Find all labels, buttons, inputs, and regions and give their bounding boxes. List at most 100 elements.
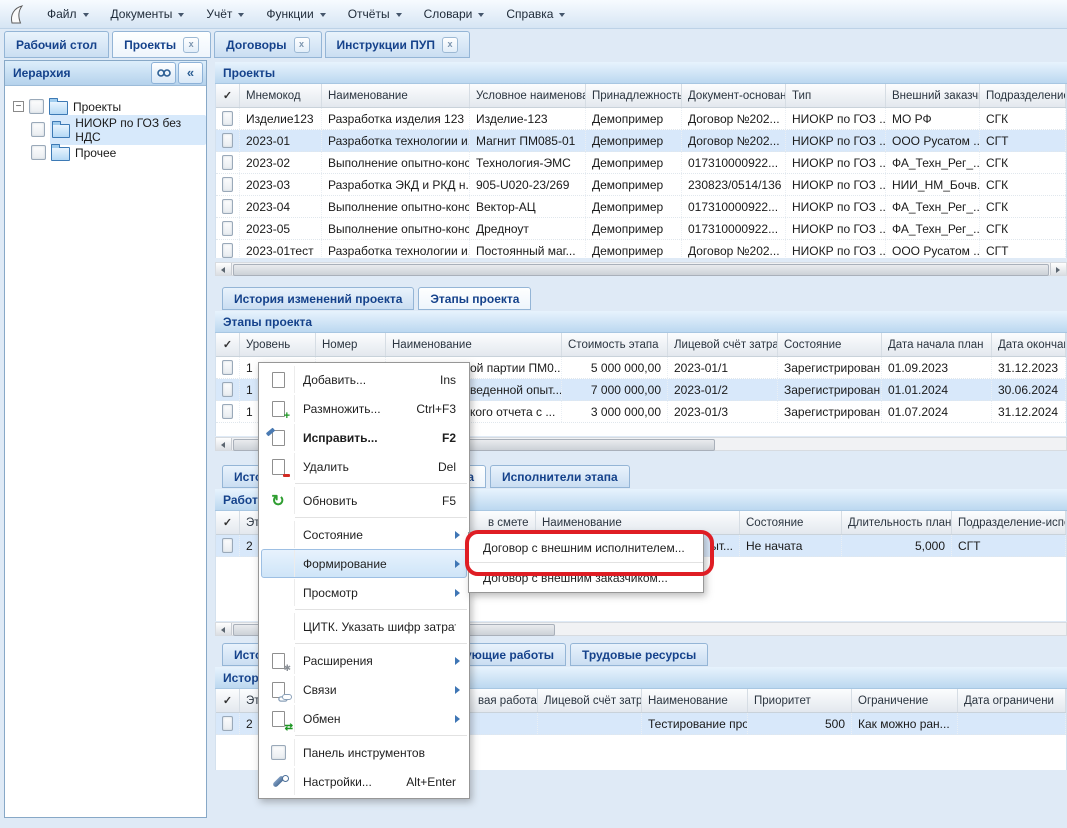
tab-Проекты[interactable]: Проекты x xyxy=(112,31,212,58)
row-checkbox[interactable] xyxy=(222,243,233,258)
tab-Договоры[interactable]: Договоры x xyxy=(214,31,322,58)
menu-item-Состояние[interactable]: Состояние xyxy=(261,520,467,549)
close-icon[interactable]: x xyxy=(293,36,310,53)
scroll-thumb[interactable] xyxy=(233,264,1049,276)
menu-item-Формирование[interactable]: Формирование xyxy=(261,549,467,578)
column-header[interactable]: Принадлежность xyxy=(586,84,682,107)
menubar-item-Учёт[interactable]: Учёт xyxy=(195,4,255,24)
tree-checkbox[interactable] xyxy=(29,99,44,114)
tree-node-other[interactable]: Прочее xyxy=(13,141,206,164)
row-checkbox[interactable] xyxy=(222,360,233,375)
menu-item-Связи[interactable]: Связи xyxy=(261,675,467,704)
find-button[interactable] xyxy=(151,62,176,84)
column-header[interactable]: Лицевой счёт затрат. xyxy=(668,333,778,356)
menu-item-Удалить[interactable]: Удалить Del xyxy=(261,452,467,481)
row-checkbox[interactable] xyxy=(222,199,233,214)
column-header[interactable]: в смете xyxy=(470,511,536,534)
column-header[interactable]: Ограничение xyxy=(852,689,958,712)
scroll-left-icon[interactable] xyxy=(216,263,232,275)
column-header[interactable]: Условное наименова xyxy=(470,84,586,107)
projects-hscrollbar[interactable] xyxy=(215,262,1067,276)
column-header[interactable]: Наименование xyxy=(536,511,740,534)
column-header[interactable]: Лицевой счёт затр xyxy=(538,689,642,712)
collapse-node-icon[interactable]: − xyxy=(13,101,24,112)
column-header[interactable]: Наименование xyxy=(642,689,748,712)
column-header[interactable]: Дата начала план xyxy=(882,333,992,356)
tree-selection[interactable]: НИОКР по ГОЗ без НДС xyxy=(50,114,206,145)
menubar-item-Файл[interactable]: Файл xyxy=(36,4,100,24)
column-header[interactable]: Подразделение-испо xyxy=(952,511,1066,534)
select-all-header[interactable]: ✓ xyxy=(216,333,240,356)
menu-item-Расширения[interactable]: Расширения xyxy=(261,646,467,675)
column-header[interactable]: Внешний заказчик xyxy=(886,84,980,107)
column-header[interactable]: Уровень xyxy=(240,333,316,356)
column-header[interactable]: Стоимость этапа xyxy=(562,333,668,356)
select-all-header[interactable]: ✓ xyxy=(216,689,240,712)
column-header[interactable]: Состояние xyxy=(778,333,882,356)
table-row[interactable]: 2023-01тест Разработка технологии и... Пос… xyxy=(216,240,1066,258)
tree-checkbox[interactable] xyxy=(31,145,46,160)
row-checkbox[interactable] xyxy=(222,111,233,126)
row-checkbox[interactable] xyxy=(222,716,233,731)
column-header[interactable]: Дата окончани xyxy=(992,333,1066,356)
tab-Рабочий стол[interactable]: Рабочий стол xyxy=(4,31,110,58)
tree-checkbox[interactable] xyxy=(31,122,46,137)
tree-node-label[interactable]: Прочее xyxy=(75,145,117,160)
tab-Трудовые ресурсы[interactable]: Трудовые ресурсы xyxy=(570,643,709,666)
column-header[interactable]: Наименование xyxy=(386,333,562,356)
tab-История изменений проекта[interactable]: История изменений проекта xyxy=(222,287,415,310)
row-checkbox[interactable] xyxy=(222,382,233,397)
row-checkbox[interactable] xyxy=(222,133,233,148)
submenu-item-external-customer[interactable]: Договор с внешним заказчиком... xyxy=(469,562,703,592)
tab-Инструкции ПУП[interactable]: Инструкции ПУП x xyxy=(324,31,470,58)
select-all-header[interactable]: ✓ xyxy=(216,84,240,107)
tab-Исполнители этапа[interactable]: Исполнители этапа xyxy=(490,465,630,488)
column-header[interactable]: Документ-основан xyxy=(682,84,786,107)
menu-item-Обмен[interactable]: Обмен xyxy=(261,704,467,733)
row-checkbox[interactable] xyxy=(222,177,233,192)
tree-node-niokr[interactable]: НИОКР по ГОЗ без НДС xyxy=(13,114,206,145)
menu-item-Просмотр[interactable]: Просмотр xyxy=(261,578,467,607)
column-header[interactable]: Подразделение xyxy=(980,84,1066,107)
column-header[interactable]: Приоритет xyxy=(748,689,852,712)
menu-item-Добавить...[interactable]: Добавить... Ins xyxy=(261,365,467,394)
table-row[interactable]: 2023-04 Выполнение опытно-конс... Вектор-А… xyxy=(216,196,1066,218)
tree-node-label[interactable]: Проекты xyxy=(73,99,122,114)
column-header[interactable]: Наименование xyxy=(322,84,470,107)
select-all-header[interactable]: ✓ xyxy=(216,511,240,534)
tab-Этапы проекта[interactable]: Этапы проекта xyxy=(418,287,532,310)
table-row[interactable]: 2023-01 Разработка технологии и... Магнит … xyxy=(216,130,1066,152)
menubar-item-Словари[interactable]: Словари xyxy=(413,4,496,24)
column-header[interactable]: Мнемокод xyxy=(240,84,322,107)
tree-node-label[interactable]: НИОКР по ГОЗ без НДС xyxy=(75,115,182,144)
column-header[interactable]: вая работа xyxy=(470,689,538,712)
close-icon[interactable]: x xyxy=(441,36,458,53)
column-header[interactable]: Состояние xyxy=(740,511,842,534)
table-row[interactable]: 1 кого отчета с ... 3 000 000,00 2023-01/3 З… xyxy=(216,401,1066,423)
menu-item-Настройки...[interactable]: Настройки... Alt+Enter xyxy=(261,767,467,796)
menubar-item-Документы[interactable]: Документы xyxy=(100,4,196,24)
close-icon[interactable]: x xyxy=(183,36,200,53)
scroll-left-icon[interactable] xyxy=(216,438,232,450)
table-row[interactable]: Изделие123 Разработка изделия 123 Изделие-… xyxy=(216,108,1066,130)
collapse-panel-button[interactable]: « xyxy=(178,62,203,84)
row-checkbox[interactable] xyxy=(222,221,233,236)
menu-item-Размножить...[interactable]: Размножить... Ctrl+F3 xyxy=(261,394,467,423)
tree-node-projects[interactable]: − Проекты xyxy=(13,95,206,118)
row-checkbox[interactable] xyxy=(222,538,233,553)
menu-item-ЦИТК. Указать шифр затрат...[interactable]: ЦИТК. Указать шифр затрат... xyxy=(261,612,467,641)
column-header[interactable]: Длительность план ▼ xyxy=(842,511,952,534)
row-checkbox[interactable] xyxy=(222,155,233,170)
column-header[interactable]: Дата ограничени xyxy=(958,689,1066,712)
table-row[interactable]: 2023-05 Выполнение опытно-конс... Дредноут… xyxy=(216,218,1066,240)
column-header[interactable]: Номер xyxy=(316,333,386,356)
menubar-item-Справка[interactable]: Справка xyxy=(495,4,576,24)
submenu-item-external-executor[interactable]: Договор с внешним исполнителем... xyxy=(483,540,685,555)
menu-item-Обновить[interactable]: Обновить F5 xyxy=(261,486,467,515)
menubar-item-Функции[interactable]: Функции xyxy=(255,4,336,24)
menubar-item-Отчёты[interactable]: Отчёты xyxy=(337,4,413,24)
table-row[interactable]: 2023-03 Разработка ЭКД и РКД н... 905-U020… xyxy=(216,174,1066,196)
row-checkbox[interactable] xyxy=(222,404,233,419)
column-header[interactable]: Тип xyxy=(786,84,886,107)
scroll-right-icon[interactable] xyxy=(1050,263,1066,275)
